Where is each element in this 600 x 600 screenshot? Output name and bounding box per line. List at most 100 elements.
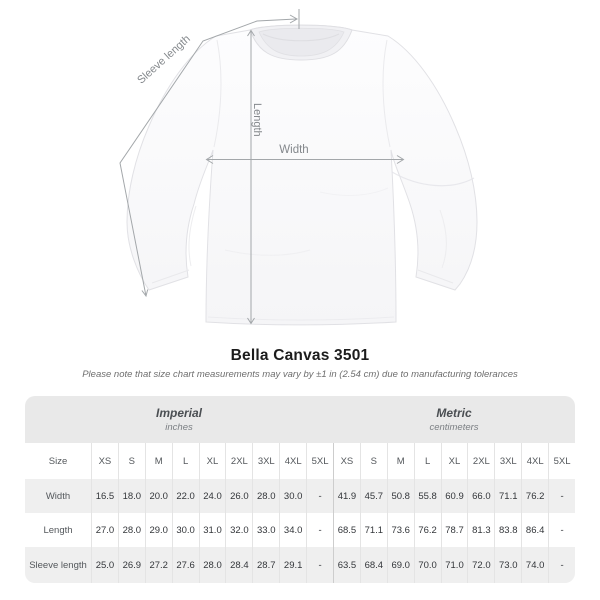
value-cell-metric: 86.4 (521, 513, 549, 547)
value-cell-metric: 81.3 (467, 513, 495, 547)
value-cell-metric: 71.1 (494, 479, 522, 513)
imperial-title: Imperial (155, 406, 203, 420)
value-cell-metric: 55.8 (413, 479, 441, 513)
value-cell-imperial: 29.0 (144, 513, 172, 547)
length-line (247, 29, 255, 325)
shirt-body (126, 24, 478, 326)
value-cell-metric: 68.5 (333, 513, 360, 547)
row-label: Sleeve length (25, 547, 91, 583)
value-cell-imperial: 28.7 (252, 547, 280, 583)
value-cell-metric: 78.7 (440, 513, 468, 547)
size-header-xs: XS (91, 443, 118, 479)
value-cell-metric: 41.9 (333, 479, 360, 513)
value-cell-metric: 71.1 (359, 513, 387, 547)
value-cell-imperial: 29.1 (279, 547, 307, 583)
size-header-xs: XS (333, 443, 360, 479)
row-label: Length (25, 513, 91, 547)
value-cell-metric: 72.0 (467, 547, 495, 583)
collar-back-seam (262, 33, 340, 42)
size-header-m: M (144, 443, 172, 479)
wrinkle (188, 205, 197, 267)
value-cell-imperial: 33.0 (252, 513, 280, 547)
value-cell-imperial: 32.0 (225, 513, 253, 547)
width-label: Width (279, 144, 308, 156)
right-armhole-seam (382, 39, 391, 148)
shirt-diagram: Sleeve length Length Width (119, 9, 478, 326)
size-header-4xl: 4XL (521, 443, 549, 479)
row-label: Width (25, 479, 91, 513)
value-cell-imperial: 22.0 (171, 479, 199, 513)
size-chart-grid: Imperial inches Metric centimeters Size X… (25, 396, 575, 583)
size-header-2xl: 2XL (225, 443, 253, 479)
size-header-m: M (386, 443, 414, 479)
size-header-5xl: 5XL (306, 443, 333, 479)
value-cell-metric: 66.0 (467, 479, 495, 513)
value-cell-metric: 60.9 (440, 479, 468, 513)
size-header-5xl: 5XL (548, 443, 575, 479)
size-header-3xl: 3XL (494, 443, 522, 479)
value-cell-imperial: 25.0 (91, 547, 118, 583)
tolerance-note: Please note that size chart measurements… (82, 369, 518, 380)
value-cell-imperial: 31.0 (198, 513, 226, 547)
value-cell-metric: 63.5 (333, 547, 360, 583)
value-cell-imperial: - (306, 479, 333, 513)
metric-title: Metric (436, 406, 472, 420)
size-header-s: S (117, 443, 145, 479)
value-cell-metric: - (548, 513, 575, 547)
value-cell-metric: 68.4 (359, 547, 387, 583)
value-cell-imperial: 20.0 (144, 479, 172, 513)
value-cell-metric: 50.8 (386, 479, 414, 513)
size-header-xl: XL (198, 443, 226, 479)
value-cell-metric: - (548, 479, 575, 513)
value-cell-imperial: 24.0 (198, 479, 226, 513)
right-cuff-seam (417, 269, 454, 284)
value-cell-metric: - (548, 547, 575, 583)
size-header-s: S (359, 443, 387, 479)
size-header-4xl: 4XL (279, 443, 307, 479)
sleeve-length-line (119, 9, 300, 298)
value-cell-metric: 45.7 (359, 479, 387, 513)
value-cell-imperial: 30.0 (279, 479, 307, 513)
collar-inner (258, 27, 345, 57)
imperial-unit: inches (165, 422, 193, 433)
size-header-xl: XL (440, 443, 468, 479)
page-title: Bella Canvas 3501 (230, 347, 370, 364)
size-chart-table: Imperial inches Metric centimeters Size X… (25, 396, 575, 583)
imperial-group-header: Imperial inches (25, 396, 333, 443)
value-cell-imperial: 18.0 (117, 479, 145, 513)
value-cell-imperial: 30.0 (171, 513, 199, 547)
value-cell-metric: 73.0 (494, 547, 522, 583)
value-cell-imperial: 27.2 (144, 547, 172, 583)
size-header-2xl: 2XL (467, 443, 495, 479)
value-cell-imperial: 26.0 (225, 479, 253, 513)
size-column-header: Size (25, 443, 91, 479)
size-header-l: L (413, 443, 441, 479)
wrinkle (391, 171, 475, 187)
value-cell-imperial: 28.0 (252, 479, 280, 513)
value-cell-metric: 73.6 (386, 513, 414, 547)
value-cell-imperial: 28.0 (117, 513, 145, 547)
hem-seam (207, 316, 395, 321)
length-label: Length (251, 103, 263, 137)
value-cell-metric: 70.0 (413, 547, 441, 583)
value-cell-imperial: 16.5 (91, 479, 118, 513)
shirt-graphic (126, 24, 478, 326)
value-cell-metric: 76.2 (413, 513, 441, 547)
wrinkle (439, 209, 447, 269)
left-armhole-seam (213, 39, 222, 148)
wrinkle (224, 249, 311, 256)
value-cell-imperial: - (306, 547, 333, 583)
value-cell-imperial: 27.6 (171, 547, 199, 583)
measurement-lines (119, 9, 405, 325)
shirt-diagram-svg: Sleeve length Length Width (119, 9, 478, 326)
value-cell-metric: 74.0 (521, 547, 549, 583)
left-cuff-seam (151, 269, 190, 284)
value-cell-imperial: 27.0 (91, 513, 118, 547)
size-header-3xl: 3XL (252, 443, 280, 479)
value-cell-imperial: 28.4 (225, 547, 253, 583)
value-cell-metric: 69.0 (386, 547, 414, 583)
value-cell-metric: 83.8 (494, 513, 522, 547)
value-cell-imperial: 28.0 (198, 547, 226, 583)
value-cell-metric: 76.2 (521, 479, 549, 513)
